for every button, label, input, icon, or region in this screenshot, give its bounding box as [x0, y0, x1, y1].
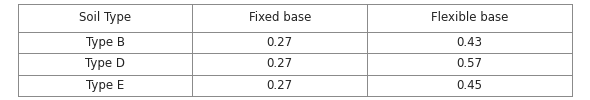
Text: Fixed base: Fixed base: [248, 11, 311, 24]
Text: Flexible base: Flexible base: [431, 11, 509, 24]
Text: 0.27: 0.27: [267, 79, 293, 92]
Text: Type B: Type B: [86, 36, 124, 49]
Text: 0.57: 0.57: [457, 57, 483, 70]
Text: 0.43: 0.43: [457, 36, 483, 49]
Text: 0.27: 0.27: [267, 57, 293, 70]
Text: Soil Type: Soil Type: [79, 11, 131, 24]
Text: Type D: Type D: [85, 57, 125, 70]
Text: Type E: Type E: [86, 79, 124, 92]
Text: 0.45: 0.45: [457, 79, 483, 92]
Text: 0.27: 0.27: [267, 36, 293, 49]
